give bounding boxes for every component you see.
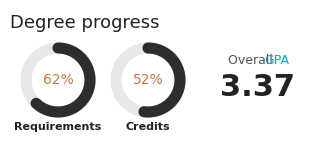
Text: Degree progress: Degree progress bbox=[10, 14, 159, 32]
Text: 52%: 52% bbox=[133, 73, 163, 87]
Text: GPA: GPA bbox=[264, 53, 289, 66]
Text: 62%: 62% bbox=[43, 73, 73, 87]
Text: 3.37: 3.37 bbox=[221, 73, 295, 102]
Text: Credits: Credits bbox=[126, 122, 170, 132]
Text: Requirements: Requirements bbox=[15, 122, 102, 132]
Text: Overall: Overall bbox=[228, 53, 277, 66]
